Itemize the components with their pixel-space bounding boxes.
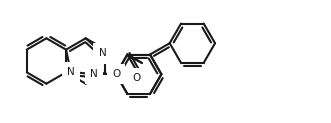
Text: O: O bbox=[112, 69, 120, 79]
Text: O: O bbox=[133, 73, 141, 83]
Text: N: N bbox=[99, 48, 107, 58]
Text: N: N bbox=[67, 67, 74, 77]
Text: N: N bbox=[90, 69, 98, 79]
